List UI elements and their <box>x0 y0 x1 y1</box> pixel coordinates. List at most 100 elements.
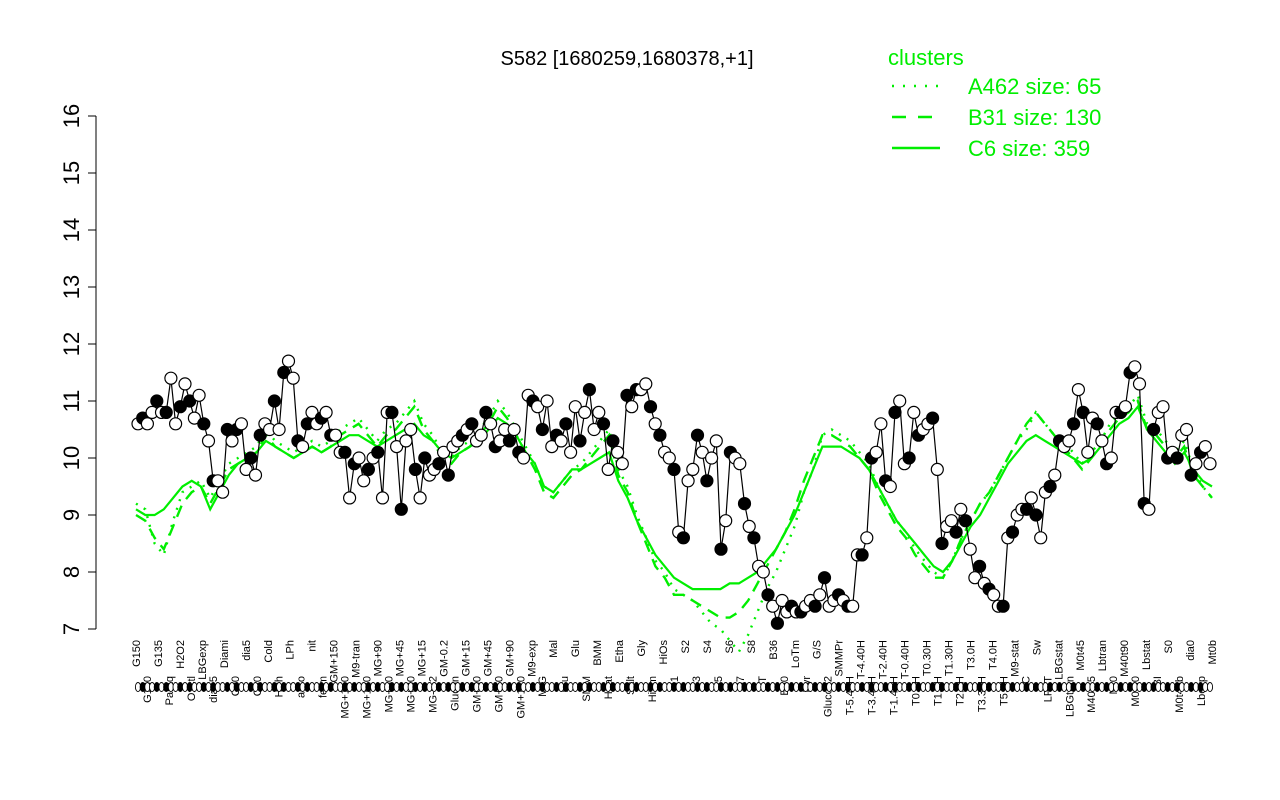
data-point <box>1198 440 1212 454</box>
data-point <box>855 548 869 562</box>
data-point <box>216 485 230 499</box>
x-tick-label: T0.30H <box>922 640 934 676</box>
data-point <box>277 365 291 380</box>
x-tick-label: M40t45 <box>1086 676 1098 713</box>
data-point <box>601 462 615 476</box>
data-point <box>408 462 422 476</box>
data-point <box>211 474 225 488</box>
data-point <box>690 428 705 442</box>
data-point <box>1179 422 1194 437</box>
data-point <box>1005 525 1020 539</box>
data-point <box>394 502 408 516</box>
x-tick-label: LBGtran <box>1064 676 1076 717</box>
data-point <box>766 599 780 613</box>
data-point <box>563 445 578 459</box>
x-tick-label: GM+45 <box>482 640 494 676</box>
x-tick-label: T1.30H <box>944 640 956 676</box>
x-tick-label: T-5.40H <box>845 676 857 715</box>
x-tick-label: LBGexp <box>197 640 209 680</box>
data-point <box>1071 383 1086 397</box>
x-tick-label: MG-0.2 <box>427 676 439 713</box>
data-point <box>159 405 173 419</box>
x-tick-label: GM+60 <box>493 676 505 712</box>
data-point <box>1203 457 1217 471</box>
data-point <box>610 445 625 459</box>
x-tick-label: S6 <box>724 640 736 653</box>
x-tick-label: M9-tran <box>351 640 363 678</box>
data-point <box>1095 434 1109 448</box>
data-point <box>582 383 597 397</box>
data-point <box>201 434 216 448</box>
x-tick-label: MG+45 <box>395 640 407 676</box>
x-rug-marker <box>1206 682 1214 692</box>
data-point <box>676 531 691 545</box>
x-tick-label: Glucon <box>449 676 461 711</box>
data-point <box>1184 468 1198 482</box>
data-point <box>404 422 418 437</box>
data-point <box>437 445 451 459</box>
x-tick-label: T4.0H <box>987 640 999 670</box>
x-tick-label: GM+120 <box>515 676 527 719</box>
x-tick-label: MG+90 <box>373 640 385 676</box>
data-point <box>770 616 785 630</box>
data-point <box>474 428 488 442</box>
x-tick-label: T-1.40H <box>889 676 901 715</box>
data-point <box>281 354 296 368</box>
data-point <box>935 536 949 551</box>
x-tick-label: LBGstat <box>1053 640 1065 680</box>
data-point <box>860 531 874 545</box>
data-point <box>686 462 700 476</box>
data-point <box>963 542 977 556</box>
x-tick-label: Diami <box>219 640 231 668</box>
data-point <box>568 400 582 414</box>
data-point <box>883 479 897 494</box>
y-tick-label: 15 <box>59 161 84 185</box>
y-tick-label: 12 <box>59 332 84 356</box>
data-point <box>507 422 521 437</box>
x-tick-label: BMM <box>592 640 604 666</box>
data-point <box>169 417 183 431</box>
data-point <box>352 451 366 465</box>
data-point <box>267 394 281 408</box>
data-point <box>737 497 752 511</box>
x-tick-label: S2 <box>680 640 692 653</box>
x-tick-label: LoTm <box>790 640 802 668</box>
data-point <box>643 400 658 414</box>
data-point <box>183 394 197 408</box>
x-tick-label: Gly <box>636 640 648 657</box>
data-point <box>874 417 888 431</box>
data-point <box>695 445 709 459</box>
data-point <box>390 440 404 454</box>
data-point <box>535 422 550 437</box>
data-point <box>413 491 427 505</box>
data-point <box>907 405 921 419</box>
data-point <box>808 599 822 613</box>
data-point <box>996 599 1010 613</box>
data-point <box>192 388 206 402</box>
data-point <box>817 571 832 585</box>
data-point <box>968 571 982 585</box>
data-point <box>375 491 390 505</box>
x-tick-label: T-0.40H <box>900 640 912 679</box>
data-point <box>187 411 201 425</box>
data-point <box>465 417 479 431</box>
data-point <box>150 394 164 408</box>
x-tick-label: M40t90 <box>1119 640 1131 677</box>
x-tick-label: M0t45 <box>1075 640 1087 671</box>
x-tick-label: Glu <box>570 640 582 657</box>
data-point <box>902 451 916 465</box>
x-tick-label: M9-exp <box>526 640 538 677</box>
data-point <box>714 542 728 556</box>
x-tick-label: Sw <box>1031 640 1043 655</box>
data-point <box>272 422 286 437</box>
data-point <box>648 417 662 431</box>
x-tick-label: MG+15 <box>417 640 429 676</box>
x-tick-label: T3.30H <box>976 676 988 712</box>
series-layer <box>135 392 1213 654</box>
x-tick-label: LPh <box>285 640 297 660</box>
data-point <box>225 434 239 448</box>
x-tick-label: S4 <box>702 640 714 653</box>
data-point <box>944 514 959 528</box>
data-point <box>385 405 399 419</box>
data-point <box>140 417 154 431</box>
